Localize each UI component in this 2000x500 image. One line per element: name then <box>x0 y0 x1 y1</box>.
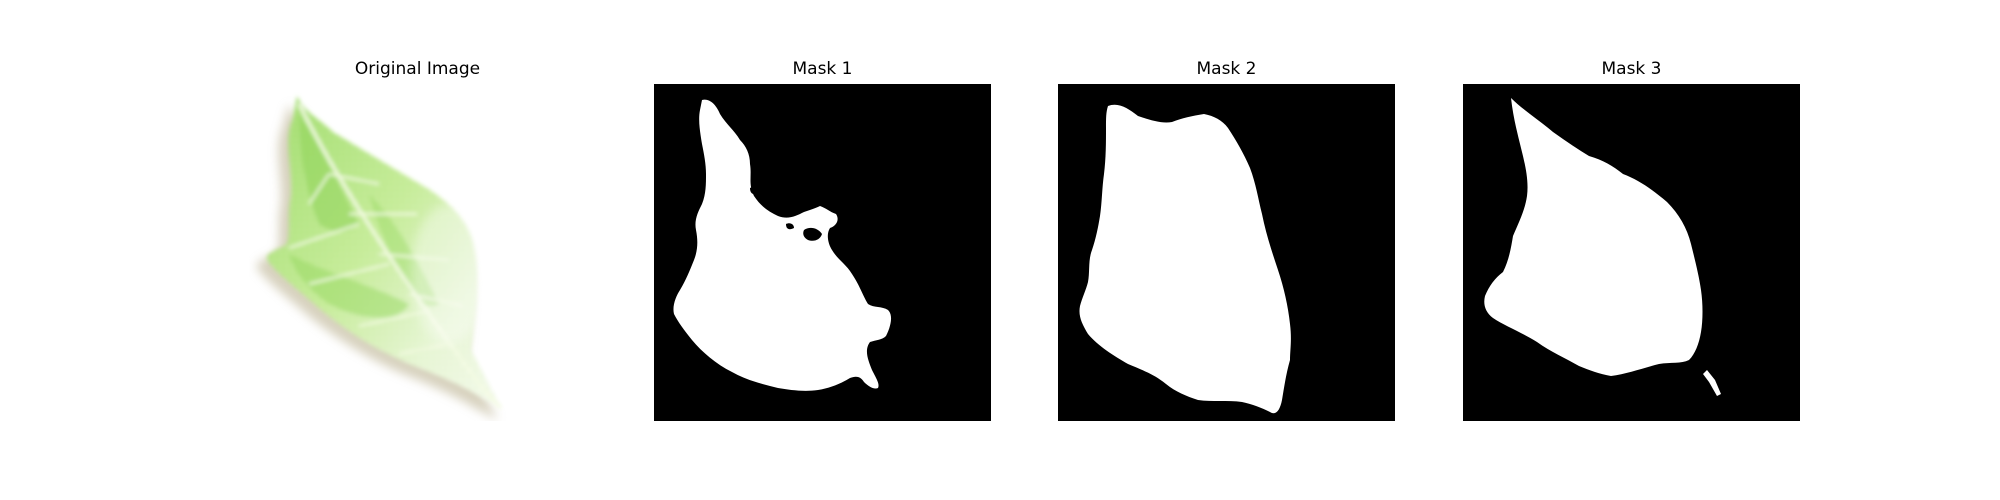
panel-original-image: Original Image <box>249 0 586 500</box>
mask-image <box>1463 84 1800 421</box>
panel-title: Mask 1 <box>654 58 991 80</box>
panel-title: Original Image <box>249 58 586 80</box>
panel-mask-3: Mask 3 <box>1463 0 1800 500</box>
mask-image <box>654 84 991 421</box>
mask-image <box>1058 84 1395 421</box>
panel-mask-1: Mask 1 <box>654 0 991 500</box>
panel-title: Mask 2 <box>1058 58 1395 80</box>
leaf-photo <box>249 84 586 421</box>
panel-mask-2: Mask 2 <box>1058 0 1395 500</box>
panel-title: Mask 3 <box>1463 58 1800 80</box>
